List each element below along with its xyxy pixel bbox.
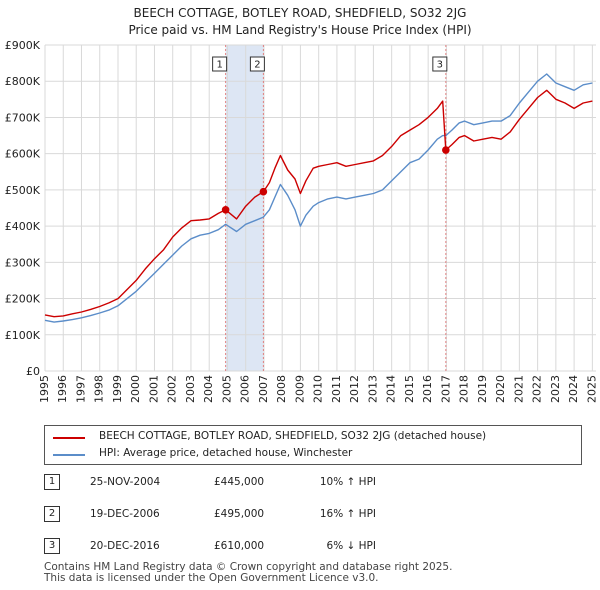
- plot-area: [45, 45, 596, 371]
- sale-label-box: [432, 56, 448, 72]
- x-tick-label: 2023: [549, 375, 562, 403]
- x-tick-label: 2003: [184, 375, 197, 403]
- y-tick-label: £700K: [5, 111, 41, 124]
- sale-price: £495,000: [214, 508, 265, 520]
- y-tick-label: £500K: [5, 184, 41, 197]
- footer-licence: This data is licensed under the Open Gov…: [44, 572, 379, 584]
- x-tick-label: 2004: [202, 375, 215, 403]
- sale-point: [221, 206, 230, 214]
- hpi-line: [44, 73, 593, 323]
- y-tick-label: £300K: [5, 256, 41, 269]
- sale-label-box: [212, 56, 228, 72]
- x-tick-label: 2008: [275, 375, 288, 403]
- legend-label-property: BEECH COTTAGE, BOTLEY ROAD, SHEDFIELD, S…: [99, 430, 487, 442]
- x-tick-label: 2018: [458, 375, 471, 403]
- sale-price: £445,000: [214, 476, 265, 488]
- chart-legend: BEECH COTTAGE, BOTLEY ROAD, SHEDFIELD, S…: [44, 425, 582, 465]
- sale-hpi-diff: 6% ↓ HPI: [326, 540, 376, 552]
- x-tick-label: 2020: [494, 375, 507, 403]
- y-tick-label: £900K: [5, 39, 41, 52]
- x-tick-label: 2022: [531, 375, 544, 403]
- sale-number-badge: 1: [44, 474, 60, 490]
- y-tick-label: £800K: [5, 75, 41, 88]
- legend-label-hpi: HPI: Average price, detached house, Winc…: [99, 447, 353, 459]
- x-tick-label: 2001: [147, 375, 160, 403]
- x-tick-label: 2013: [366, 375, 379, 403]
- x-tick-label: 2017: [439, 375, 452, 403]
- x-tick-label: 2016: [421, 375, 434, 403]
- sale-number-badge: 2: [44, 506, 60, 522]
- x-tick-label: 1995: [38, 375, 51, 403]
- x-tick-label: 2000: [129, 375, 142, 403]
- sale-label-number: 3: [437, 60, 443, 71]
- x-tick-label: 2011: [330, 375, 343, 403]
- sale-date: 25-NOV-2004: [90, 476, 161, 488]
- x-tick-label: 2012: [348, 375, 361, 403]
- y-tick-label: £200K: [5, 293, 41, 306]
- y-tick-label: £0: [26, 365, 40, 378]
- sale-hpi-diff: 16% ↑ HPI: [319, 508, 376, 520]
- sale-label-number: 1: [216, 60, 222, 71]
- x-tick-label: 2024: [567, 375, 580, 403]
- x-tick-label: 2015: [403, 375, 416, 403]
- x-tick-label: 2006: [239, 375, 252, 403]
- x-tick-label: 2010: [312, 375, 325, 403]
- sale-point: [442, 146, 450, 154]
- y-tick-label: £400K: [5, 220, 41, 233]
- x-tick-label: 2014: [385, 375, 398, 403]
- sale-number-badge: 3: [44, 538, 60, 554]
- x-tick-label: 1997: [74, 375, 87, 403]
- chart-subtitle: Price paid vs. HM Land Registry's House …: [128, 23, 472, 37]
- sale-date: 20-DEC-2016: [90, 540, 160, 552]
- x-tick-label: 2002: [166, 375, 179, 403]
- x-tick-label: 1998: [93, 375, 106, 403]
- x-tick-label: 2019: [476, 375, 489, 403]
- sale-date: 19-DEC-2006: [90, 508, 160, 520]
- sale-point: [259, 187, 268, 196]
- x-tick-label: 2007: [257, 375, 270, 403]
- x-tick-label: 2009: [293, 375, 306, 403]
- legend-swatch-property: [53, 437, 85, 439]
- sale-label-number: 2: [254, 60, 260, 71]
- price-chart: 1 2 3 £0 £100K £200K £300K £400K £500K £600K £700…: [5, 39, 599, 403]
- x-tick-label: 2021: [512, 375, 525, 403]
- sale-label-box: [249, 56, 265, 72]
- y-tick-label: £600K: [5, 148, 41, 161]
- y-tick-label: £100K: [5, 329, 41, 342]
- x-tick-label: 2025: [585, 375, 598, 403]
- chart-title-address: BEECH COTTAGE, BOTLEY ROAD, SHEDFIELD, S…: [133, 6, 467, 20]
- x-tick-label: 1996: [56, 375, 69, 403]
- sale-price: £610,000: [214, 540, 265, 552]
- footer-copyright: Contains HM Land Registry data © Crown c…: [44, 561, 453, 573]
- property-price-line: [44, 89, 593, 318]
- x-tick-label: 2005: [220, 375, 233, 403]
- legend-swatch-hpi: [53, 454, 85, 456]
- sale-hpi-diff: 10% ↑ HPI: [319, 476, 376, 488]
- x-tick-label: 1999: [111, 375, 124, 403]
